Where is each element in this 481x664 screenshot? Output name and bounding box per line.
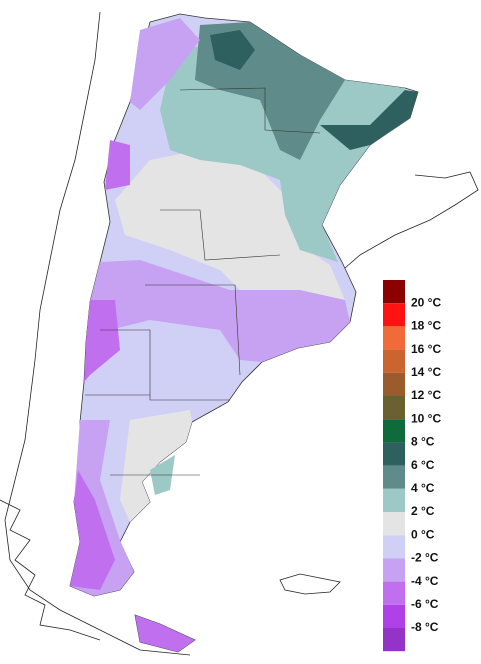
- legend-swatch: [383, 396, 405, 420]
- legend-swatch: [383, 419, 405, 443]
- legend-swatch: [383, 581, 405, 605]
- region: [120, 410, 192, 522]
- region: [86, 260, 350, 362]
- legend-swatch: [383, 628, 405, 652]
- legend-swatch: [383, 465, 405, 489]
- legend-label: 20 °C: [411, 295, 441, 309]
- coastline: [344, 171, 479, 269]
- legend-label: -4 °C: [411, 574, 439, 588]
- legend-label: 18 °C: [411, 319, 441, 333]
- legend-label: 0 °C: [411, 527, 435, 541]
- region: [160, 45, 410, 262]
- legend-label: -2 °C: [411, 551, 439, 565]
- legend-label: 12 °C: [411, 388, 441, 402]
- region: [115, 150, 345, 320]
- region: [70, 470, 115, 590]
- legend-label: 8 °C: [411, 435, 435, 449]
- legend-swatch: [383, 604, 405, 628]
- legend-label: 4 °C: [411, 481, 435, 495]
- legend-label: 2 °C: [411, 504, 435, 518]
- coastline: [0, 499, 101, 641]
- legend-swatch: [383, 280, 405, 304]
- legend-swatch: [383, 349, 405, 373]
- legend-swatch: [383, 326, 405, 350]
- legend-swatch: [383, 535, 405, 559]
- legend-swatch: [383, 558, 405, 582]
- legend-label: 14 °C: [411, 365, 441, 379]
- legend-swatch: [383, 512, 405, 536]
- region: [105, 140, 130, 190]
- coastline: [4, 11, 191, 656]
- legend-swatch: [383, 303, 405, 327]
- legend-label: 10 °C: [411, 411, 441, 425]
- legend-swatch: [383, 442, 405, 466]
- region: [210, 30, 255, 70]
- islands: [279, 573, 341, 595]
- region: [135, 615, 195, 652]
- region: [320, 90, 418, 150]
- province-border: [85, 87, 321, 476]
- legend-label: 6 °C: [411, 458, 435, 472]
- region: [130, 18, 200, 110]
- legend-swatch: [383, 488, 405, 512]
- legend-label: 16 °C: [411, 342, 441, 356]
- legend-swatch: [383, 372, 405, 396]
- legend-label: -8 °C: [411, 620, 439, 634]
- legend-label: -6 °C: [411, 597, 439, 611]
- region: [84, 300, 120, 382]
